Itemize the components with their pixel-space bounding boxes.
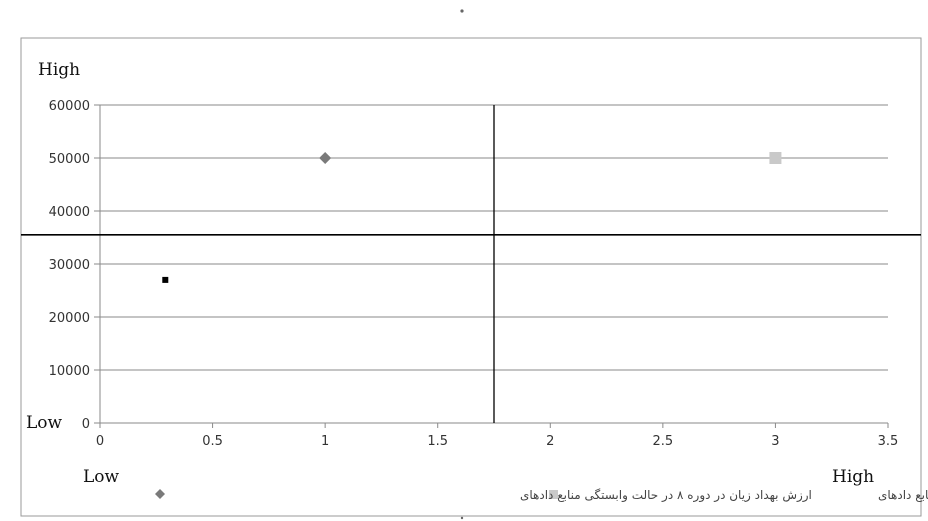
- y-tick-label-30000: 30000: [49, 258, 90, 273]
- point-small-square-0: [162, 276, 169, 283]
- legend-diamond-marker: [155, 489, 165, 499]
- y-high-label: High: [38, 60, 80, 80]
- y-tick-labels: 0 10000 20000 30000 40000 50000 60000: [49, 99, 90, 432]
- x-tick-label-3.5: 3.5: [878, 434, 899, 449]
- point-diamond-0: [319, 152, 332, 164]
- chart-border: [20, 37, 922, 517]
- legend-diamond-label: ارزش بهداد زیان در دوره ۸ در حالت وابستگ…: [520, 488, 812, 503]
- legend: ارزش بهداد زیان در دوره ۸ در حالت استقلا…: [155, 488, 928, 503]
- data-points: [162, 152, 782, 283]
- y-low-label: Low: [26, 413, 63, 433]
- quadrant-dividers: [21, 105, 921, 423]
- x-tick-labels: 0 0.5 1 1.5 2 2.5 3 3.5: [96, 434, 898, 449]
- bottom-dot: [460, 516, 464, 520]
- y-tick-label-40000: 40000: [49, 205, 90, 220]
- x-tick-label-3: 3: [771, 434, 779, 449]
- x-low-label: Low: [83, 467, 120, 487]
- x-high-label: High: [832, 467, 874, 487]
- top-dot: [460, 9, 464, 13]
- legend-square-marker: [549, 490, 558, 499]
- legend-square-label: ارزش بهداد زیان در دوره ۸ در حالت استقلا…: [878, 488, 928, 503]
- y-tick-label-10000: 10000: [49, 364, 90, 379]
- y-tick-label-0: 0: [82, 417, 90, 432]
- x-tick-label-1.5: 1.5: [427, 434, 448, 449]
- y-tick-label-20000: 20000: [49, 311, 90, 326]
- x-tick-label-2: 2: [546, 434, 554, 449]
- y-tick-label-60000: 60000: [49, 99, 90, 114]
- point-square-0: [769, 152, 782, 164]
- y-tick-label-50000: 50000: [49, 152, 90, 167]
- x-tick-label-2.5: 2.5: [653, 434, 674, 449]
- x-tick-label-1: 1: [321, 434, 329, 449]
- x-tick-label-0: 0: [96, 434, 104, 449]
- x-tick-label-0.5: 0.5: [202, 434, 223, 449]
